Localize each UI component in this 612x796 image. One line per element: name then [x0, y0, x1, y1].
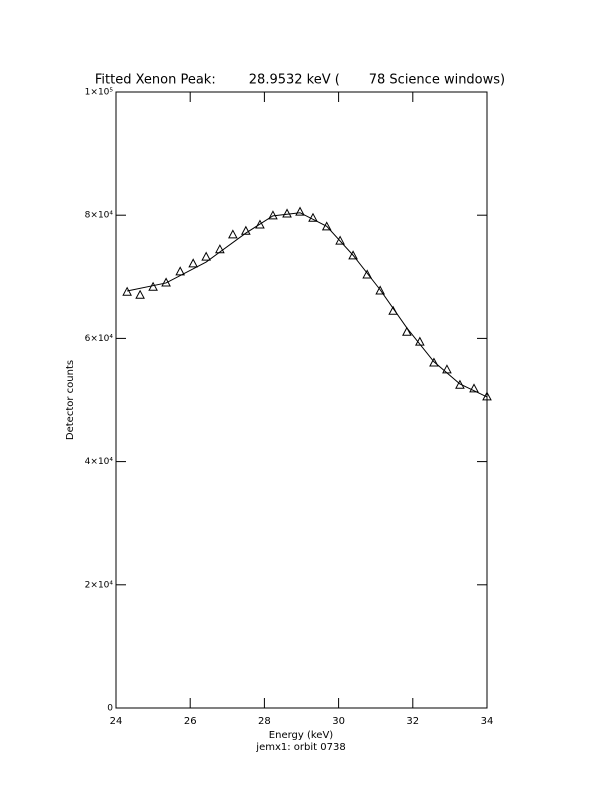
- data-point: [469, 383, 479, 393]
- fit-line: [127, 212, 488, 398]
- y-tick-label: 0: [107, 704, 113, 714]
- data-point: [429, 357, 439, 367]
- data-point: [321, 221, 332, 231]
- data-point: [362, 269, 373, 279]
- data-point: [402, 326, 412, 336]
- data-point: [348, 250, 358, 260]
- data-point: [175, 266, 186, 276]
- data-point: [308, 212, 318, 222]
- data-point: [215, 244, 225, 254]
- x-tick-label: 34: [481, 716, 494, 727]
- data-point: [135, 289, 145, 299]
- x-tick-label: 24: [110, 716, 123, 727]
- data-point: [228, 229, 238, 239]
- x-tick-label: 30: [332, 716, 345, 727]
- data-point: [335, 235, 345, 245]
- chart-title: Fitted Xenon Peak: 28.9532 keV ( 78 Scie…: [95, 73, 505, 88]
- y-tick-label: 1×10⁵: [85, 88, 114, 98]
- y-tick-label: 4×10⁴: [85, 457, 114, 467]
- subtitle: jemx1: orbit 0738: [255, 742, 345, 753]
- y-tick-label: 8×10⁴: [85, 211, 114, 221]
- data-point: [241, 225, 251, 235]
- x-tick-label: 32: [406, 716, 419, 727]
- x-tick-label: 26: [184, 716, 197, 727]
- data-point: [255, 219, 265, 229]
- data-point: [268, 210, 278, 220]
- y-tick-label: 2×10⁴: [85, 580, 114, 590]
- data-point: [188, 258, 199, 268]
- data-point: [295, 206, 305, 216]
- x-axis-label: Energy (keV): [269, 730, 334, 741]
- data-point: [282, 208, 292, 218]
- data-point: [201, 251, 211, 261]
- data-point: [375, 285, 385, 295]
- y-axis-label: Detector counts: [65, 360, 76, 440]
- data-point: [122, 286, 132, 296]
- y-tick-label: 6×10⁴: [85, 334, 114, 344]
- x-tick-label: 28: [258, 716, 271, 727]
